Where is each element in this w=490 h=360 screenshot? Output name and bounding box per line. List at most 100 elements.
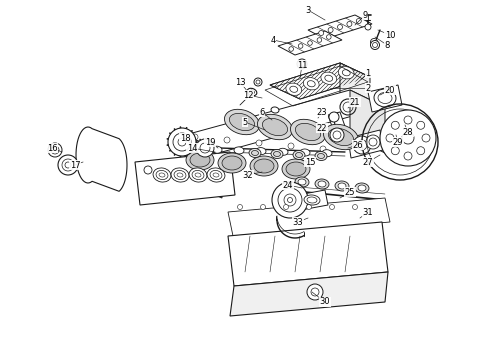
Circle shape: [416, 147, 425, 155]
Polygon shape: [278, 31, 342, 55]
Circle shape: [352, 204, 358, 210]
Circle shape: [196, 139, 214, 157]
Ellipse shape: [298, 179, 306, 185]
Text: 8: 8: [384, 41, 390, 50]
Text: 12: 12: [243, 90, 253, 99]
Ellipse shape: [322, 150, 332, 157]
Circle shape: [192, 134, 198, 140]
Ellipse shape: [207, 168, 225, 182]
Circle shape: [330, 128, 344, 142]
Ellipse shape: [256, 148, 266, 154]
Polygon shape: [185, 135, 222, 198]
Text: 20: 20: [385, 86, 395, 95]
Ellipse shape: [293, 150, 305, 159]
Polygon shape: [228, 198, 390, 236]
Ellipse shape: [249, 90, 254, 94]
Circle shape: [238, 204, 243, 210]
Circle shape: [357, 140, 367, 150]
Circle shape: [48, 143, 62, 157]
Text: 32: 32: [243, 171, 253, 180]
Text: 16: 16: [47, 144, 57, 153]
Ellipse shape: [271, 149, 283, 158]
Circle shape: [326, 35, 331, 39]
Ellipse shape: [318, 181, 326, 187]
Polygon shape: [270, 63, 370, 99]
Circle shape: [299, 61, 305, 67]
Ellipse shape: [291, 119, 325, 145]
Polygon shape: [185, 90, 385, 152]
Ellipse shape: [190, 153, 210, 167]
Circle shape: [284, 194, 296, 206]
Ellipse shape: [257, 114, 293, 140]
Ellipse shape: [174, 170, 186, 180]
Circle shape: [178, 138, 186, 146]
Ellipse shape: [282, 159, 310, 179]
Circle shape: [392, 121, 399, 129]
Circle shape: [370, 41, 379, 50]
Polygon shape: [270, 63, 370, 99]
Text: 30: 30: [319, 297, 330, 306]
Text: 13: 13: [235, 77, 245, 86]
Circle shape: [224, 137, 230, 143]
Circle shape: [311, 288, 319, 296]
Circle shape: [168, 128, 196, 156]
Ellipse shape: [234, 147, 244, 154]
Circle shape: [333, 131, 341, 139]
Ellipse shape: [339, 67, 354, 79]
Circle shape: [329, 204, 335, 210]
Polygon shape: [348, 130, 383, 158]
Circle shape: [353, 136, 371, 154]
Circle shape: [404, 152, 412, 160]
Circle shape: [380, 110, 436, 166]
Circle shape: [365, 24, 371, 30]
Circle shape: [422, 134, 430, 142]
Ellipse shape: [378, 93, 392, 104]
Circle shape: [256, 140, 262, 146]
Text: 10: 10: [385, 31, 395, 40]
Ellipse shape: [295, 177, 309, 187]
Circle shape: [278, 188, 302, 212]
Text: 31: 31: [363, 207, 373, 216]
Ellipse shape: [307, 197, 317, 203]
Circle shape: [254, 78, 262, 86]
Text: 14: 14: [187, 144, 197, 153]
Circle shape: [347, 22, 352, 27]
Circle shape: [200, 143, 210, 153]
Ellipse shape: [222, 156, 242, 170]
Circle shape: [372, 42, 377, 48]
Ellipse shape: [254, 159, 274, 173]
Ellipse shape: [338, 183, 346, 189]
Text: 19: 19: [205, 138, 215, 147]
Ellipse shape: [286, 162, 306, 176]
Circle shape: [416, 121, 425, 129]
Text: 23: 23: [317, 108, 327, 117]
Ellipse shape: [156, 170, 168, 180]
Polygon shape: [230, 272, 388, 316]
Circle shape: [370, 39, 377, 45]
Polygon shape: [328, 112, 348, 138]
Text: 11: 11: [297, 60, 307, 69]
Ellipse shape: [290, 86, 298, 92]
Ellipse shape: [321, 72, 337, 84]
Text: 4: 4: [270, 36, 275, 45]
Polygon shape: [308, 15, 372, 39]
Text: 26: 26: [353, 140, 363, 149]
Ellipse shape: [218, 153, 246, 173]
Ellipse shape: [271, 107, 279, 113]
Circle shape: [298, 44, 303, 48]
Ellipse shape: [251, 150, 259, 156]
Circle shape: [307, 204, 312, 210]
Text: 22: 22: [317, 123, 327, 132]
Ellipse shape: [177, 173, 183, 177]
Ellipse shape: [262, 118, 288, 136]
Circle shape: [402, 132, 414, 144]
Text: 6: 6: [259, 108, 265, 117]
Ellipse shape: [318, 153, 324, 158]
Ellipse shape: [192, 170, 204, 180]
Circle shape: [256, 80, 260, 84]
Ellipse shape: [189, 168, 207, 182]
Ellipse shape: [273, 152, 280, 157]
Ellipse shape: [213, 173, 219, 177]
Circle shape: [58, 155, 78, 175]
Circle shape: [338, 24, 343, 30]
